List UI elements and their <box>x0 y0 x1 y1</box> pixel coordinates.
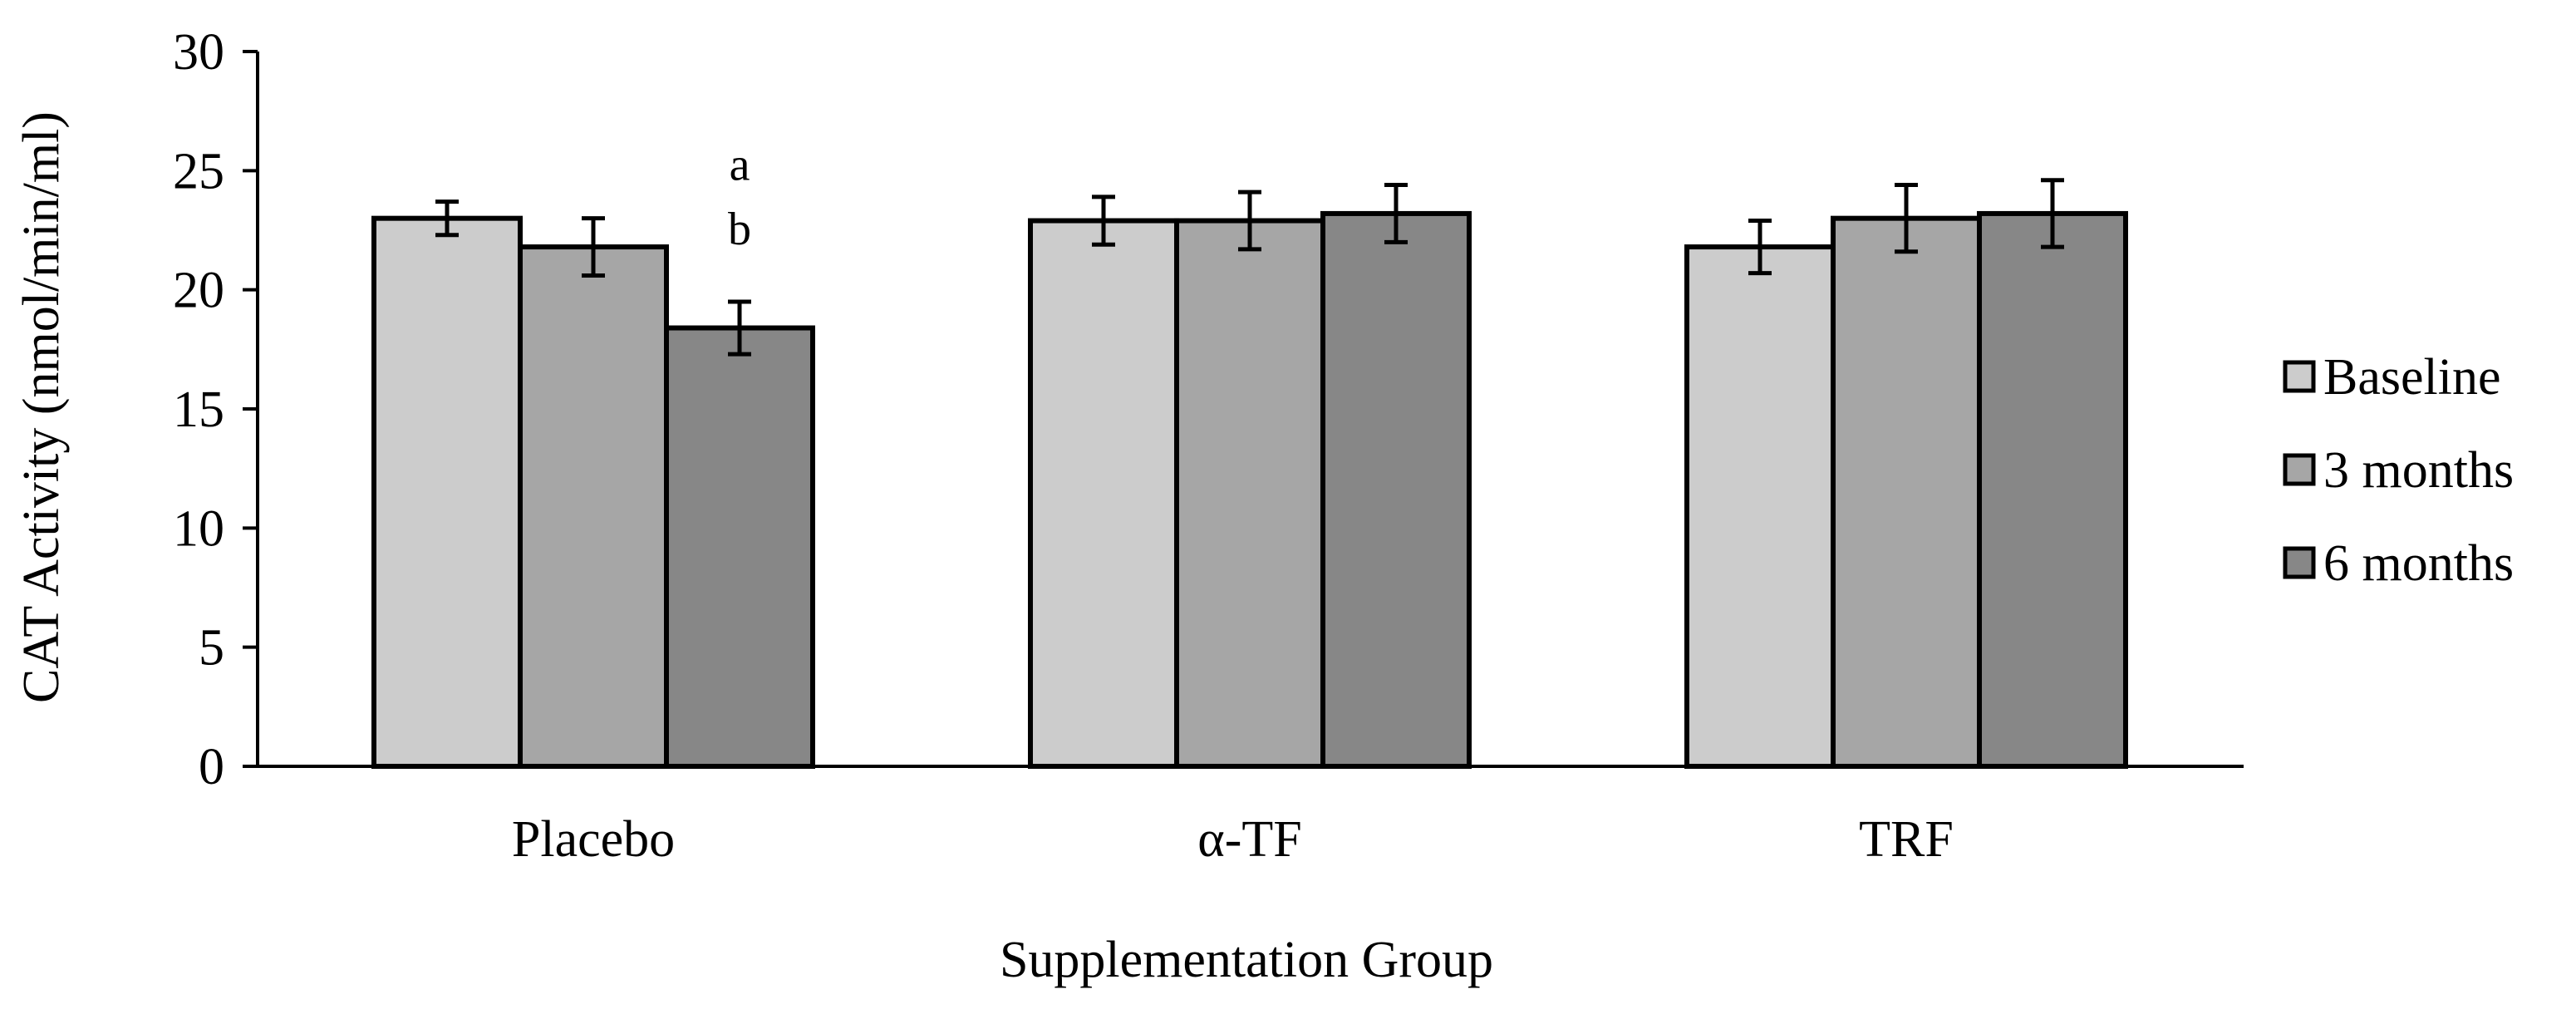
legend-label: 6 months <box>2323 535 2514 592</box>
x-axis-title: Supplementation Group <box>1000 932 1493 988</box>
bar <box>1831 215 1982 769</box>
y-tick-label: 10 <box>173 500 224 557</box>
annotations: ab <box>728 140 751 255</box>
y-axis-title: CAT Activity (nmol/min/ml) <box>13 111 70 703</box>
y-tick-label: 30 <box>173 24 224 81</box>
x-axis: Placebo α-TF TRF <box>258 765 2244 868</box>
y-axis: 0 5 10 15 20 25 30 <box>173 24 259 795</box>
legend: Baseline 3 months 6 months <box>2283 349 2514 592</box>
legend-swatch <box>2283 546 2316 579</box>
legend-label: 3 months <box>2323 442 2514 499</box>
bar <box>1320 210 1472 769</box>
legend-label: Baseline <box>2323 349 2501 406</box>
significance-label: a <box>730 140 750 191</box>
legend-swatch <box>2283 360 2316 393</box>
x-category-label: α-TF <box>1197 811 1301 868</box>
bar <box>1977 210 2128 769</box>
error-bars <box>435 178 2064 357</box>
y-tick-label: 25 <box>173 143 224 199</box>
bar <box>664 325 815 769</box>
bar <box>1174 218 1325 769</box>
bar <box>371 215 523 769</box>
x-category-label: Placebo <box>512 811 675 868</box>
significance-label: b <box>728 204 751 255</box>
y-tick-label: 5 <box>199 620 224 677</box>
legend-swatch <box>2283 453 2316 486</box>
bars <box>371 210 2128 770</box>
y-tick-label: 20 <box>173 263 224 319</box>
bar <box>1028 218 1179 769</box>
x-category-label: TRF <box>1859 811 1954 868</box>
bar <box>518 244 669 770</box>
bar <box>1684 244 1836 770</box>
y-tick-label: 15 <box>173 381 224 438</box>
y-tick-label: 0 <box>199 739 224 795</box>
